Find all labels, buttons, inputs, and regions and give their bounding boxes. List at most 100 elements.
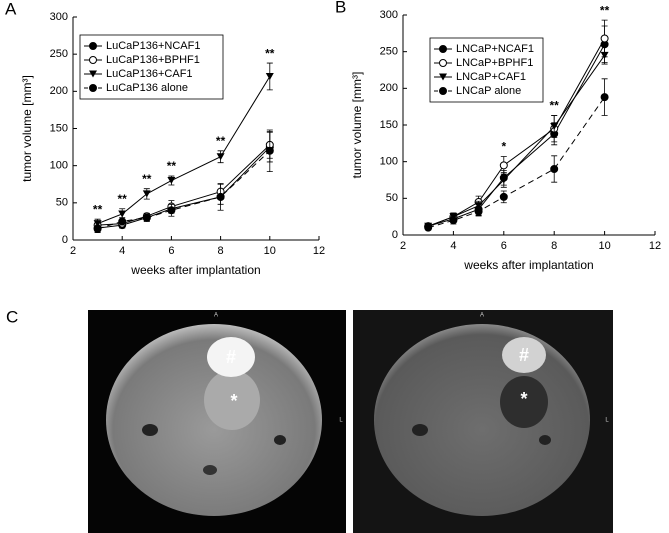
legend-box — [79, 34, 224, 100]
x-tick-label: 6 — [501, 240, 507, 252]
y-tick-label: 150 — [380, 119, 398, 131]
y-tick-label: 250 — [50, 48, 68, 60]
legend-marker — [439, 73, 447, 81]
annotation: * — [501, 140, 506, 154]
x-tick-label: 8 — [218, 245, 224, 257]
series — [93, 129, 274, 233]
marker — [93, 224, 102, 233]
marker — [167, 177, 176, 185]
marker — [550, 122, 559, 130]
marker — [265, 72, 274, 80]
x-tick-label: 4 — [450, 240, 456, 252]
series-line — [97, 146, 271, 229]
legend-label: LuCaP136 alone — [106, 82, 188, 94]
marker — [550, 165, 559, 173]
y-tick-label: 250 — [380, 46, 398, 58]
y-tick-label: 150 — [50, 122, 68, 134]
x-axis-title: weeks after implantation — [463, 258, 593, 272]
annotation: ** — [93, 202, 103, 216]
marker — [216, 153, 225, 161]
legend-marker — [89, 56, 97, 64]
mri-image: # * A L — [353, 310, 613, 533]
annotation: ** — [550, 99, 560, 113]
x-tick-label: 10 — [598, 240, 610, 252]
x-tick-label: 10 — [264, 245, 276, 257]
x-tick-label: 12 — [649, 240, 661, 252]
marker — [499, 192, 508, 201]
series-line — [428, 55, 606, 227]
legend-label: LuCaP136+BPHF1 — [106, 54, 200, 66]
y-tick-label: 200 — [50, 85, 68, 97]
legend-label: LuCaP136+CAF1 — [106, 68, 193, 80]
image-marker: # — [226, 347, 236, 367]
legend-marker — [89, 42, 97, 50]
annotation: ** — [118, 192, 128, 206]
y-axis-title: tumor volume [mm³] — [20, 75, 34, 182]
image-marker: * — [230, 391, 237, 411]
legend-label: LuCaP136+NCAF1 — [106, 40, 200, 52]
annotation: ** — [600, 3, 610, 17]
x-axis-title: weeks after implantation — [130, 263, 260, 277]
marker — [424, 223, 433, 232]
marker — [142, 213, 151, 222]
marker — [118, 217, 127, 226]
y-tick-label: 300 — [50, 11, 68, 23]
legend-label: LNCaP+CAF1 — [456, 71, 526, 83]
marker — [499, 176, 508, 184]
mri-image: # * A L — [88, 310, 346, 533]
marker — [449, 216, 458, 225]
y-tick-label: 0 — [392, 229, 398, 241]
legend-marker — [439, 45, 447, 53]
annotation: ** — [265, 46, 275, 60]
marker — [265, 146, 274, 155]
image-marker: # — [519, 345, 529, 365]
legend-marker — [89, 70, 97, 78]
y-tick-label: 50 — [386, 192, 398, 204]
annotation: ** — [216, 134, 226, 148]
series-line — [428, 44, 606, 227]
marker — [167, 206, 176, 215]
panel-label: C — [6, 307, 18, 326]
y-tick-label: 300 — [380, 9, 398, 21]
y-axis-title: tumor volume [mm³] — [350, 72, 364, 179]
marker — [474, 202, 483, 210]
marker — [600, 93, 609, 102]
panel-label: A — [5, 0, 17, 18]
series-line — [97, 76, 271, 225]
marker — [142, 190, 151, 198]
x-tick-label: 2 — [70, 245, 76, 257]
legend-label: LNCaP+BPHF1 — [456, 57, 533, 69]
legend-marker — [439, 87, 447, 95]
x-tick-label: 6 — [168, 245, 174, 257]
marker — [474, 207, 483, 216]
y-tick-label: 200 — [380, 82, 398, 94]
marker — [600, 51, 609, 59]
marker — [93, 220, 102, 228]
y-tick-label: 100 — [380, 156, 398, 168]
panel-label: B — [335, 0, 346, 16]
series-line — [428, 96, 606, 229]
series-line — [97, 150, 271, 230]
series — [93, 62, 274, 229]
legend-marker — [89, 84, 97, 92]
series — [93, 131, 274, 233]
orientation-label: L — [339, 418, 343, 424]
x-tick-label: 4 — [119, 245, 125, 257]
y-tick-label: 100 — [50, 160, 68, 172]
marker — [216, 192, 225, 201]
x-tick-label: 12 — [313, 245, 325, 257]
orientation-label: L — [605, 418, 609, 424]
annotation: ** — [142, 172, 152, 186]
annotation: ** — [167, 159, 177, 173]
legend-label: LNCaP alone — [456, 85, 521, 97]
y-tick-label: 50 — [56, 197, 68, 209]
series — [424, 78, 609, 232]
x-tick-label: 2 — [400, 240, 406, 252]
y-tick-label: 0 — [62, 234, 68, 246]
legend-marker — [439, 59, 447, 67]
orientation-label: A — [214, 313, 218, 319]
series-line — [97, 144, 271, 226]
image-marker: * — [520, 389, 527, 409]
x-tick-label: 8 — [551, 240, 557, 252]
